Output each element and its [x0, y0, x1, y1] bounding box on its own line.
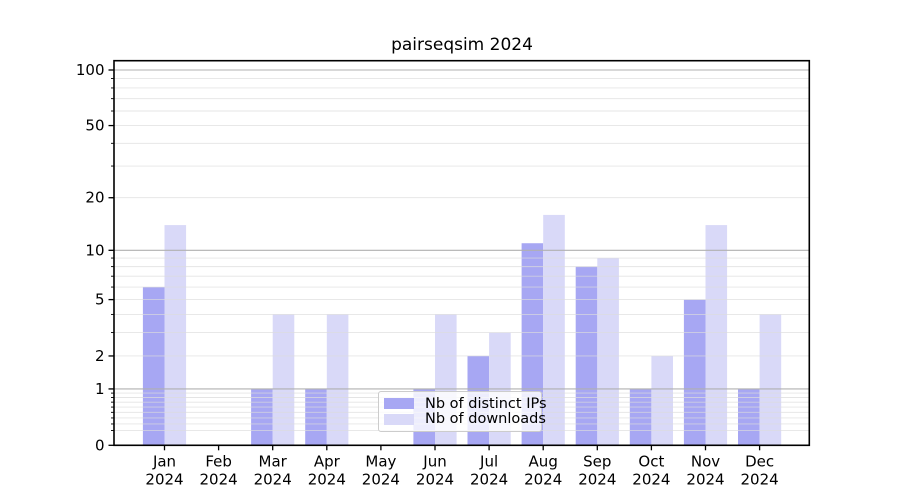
- bar-dec-distinct-ips: [738, 388, 760, 446]
- legend-item-downloads: Nb of downloads: [384, 412, 546, 428]
- x-tick-year-apr: 2024: [308, 471, 346, 489]
- bar-jan-distinct-ips: [142, 287, 165, 446]
- x-tick-year-aug: 2024: [524, 471, 562, 489]
- bar-dec-downloads: [759, 314, 782, 446]
- x-tick-year-mar: 2024: [254, 471, 292, 489]
- legend-swatch-distinct-ips: [384, 398, 414, 410]
- y-tick-label-50: 50: [85, 117, 104, 135]
- bar-nov-downloads: [705, 225, 728, 446]
- y-tick-label-0: 0: [95, 436, 105, 454]
- legend-label-distinct-ips: Nb of distinct IPs: [425, 395, 547, 412]
- plot-border: [113, 59, 811, 447]
- legend-item-distinct-ips: Nb of distinct IPs: [384, 396, 547, 412]
- bar-apr-distinct-ips: [305, 388, 327, 446]
- legend: Nb of distinct IPs Nb of downloads: [378, 391, 547, 432]
- x-tick-year-jan: 2024: [145, 471, 183, 489]
- bar-mar-downloads: [272, 314, 295, 446]
- bar-jan-downloads: [164, 225, 187, 446]
- x-tick-year-jun: 2024: [416, 471, 454, 489]
- x-tick-label-dec: Dec: [745, 453, 774, 471]
- x-tick-year-may: 2024: [362, 471, 400, 489]
- x-tick-label-apr: Apr: [314, 453, 341, 471]
- bar-oct-distinct-ips: [629, 388, 652, 446]
- y-tick-label-5: 5: [95, 291, 105, 309]
- legend-swatch-downloads: [384, 413, 414, 425]
- bar-mar-distinct-ips: [251, 388, 273, 446]
- bar-aug-downloads: [543, 214, 565, 446]
- y-tick-label-2: 2: [95, 347, 105, 365]
- bar-nov-distinct-ips: [683, 299, 706, 446]
- x-tick-year-oct: 2024: [632, 471, 670, 489]
- y-tick-label-20: 20: [85, 189, 104, 207]
- y-tick-label-1: 1: [95, 380, 105, 398]
- x-tick-label-nov: Nov: [691, 453, 720, 471]
- chart-title: pairseqsim 2024: [391, 35, 533, 55]
- x-tick-label-jul: Jul: [479, 453, 498, 471]
- x-tick-label-feb: Feb: [205, 453, 232, 471]
- x-tick-label-oct: Oct: [638, 453, 664, 471]
- bar-apr-downloads: [326, 314, 349, 446]
- x-tick-year-sep: 2024: [578, 471, 616, 489]
- x-tick-year-jul: 2024: [470, 471, 508, 489]
- x-tick-label-jan: Jan: [152, 453, 176, 471]
- bar-oct-downloads: [651, 355, 673, 446]
- x-tick-label-sep: Sep: [583, 453, 611, 471]
- bar-sep-downloads: [597, 258, 619, 446]
- legend-label-downloads: Nb of downloads: [425, 411, 546, 427]
- x-tick-label-mar: Mar: [259, 453, 288, 471]
- x-tick-label-aug: Aug: [529, 453, 558, 471]
- x-tick-year-nov: 2024: [686, 471, 724, 489]
- x-tick-label-may: May: [365, 453, 396, 471]
- x-tick-year-feb: 2024: [200, 471, 238, 489]
- x-tick-year-dec: 2024: [741, 471, 779, 489]
- y-tick-label-100: 100: [76, 61, 105, 79]
- x-tick-label-jun: Jun: [422, 453, 446, 471]
- y-tick-label-10: 10: [85, 241, 104, 259]
